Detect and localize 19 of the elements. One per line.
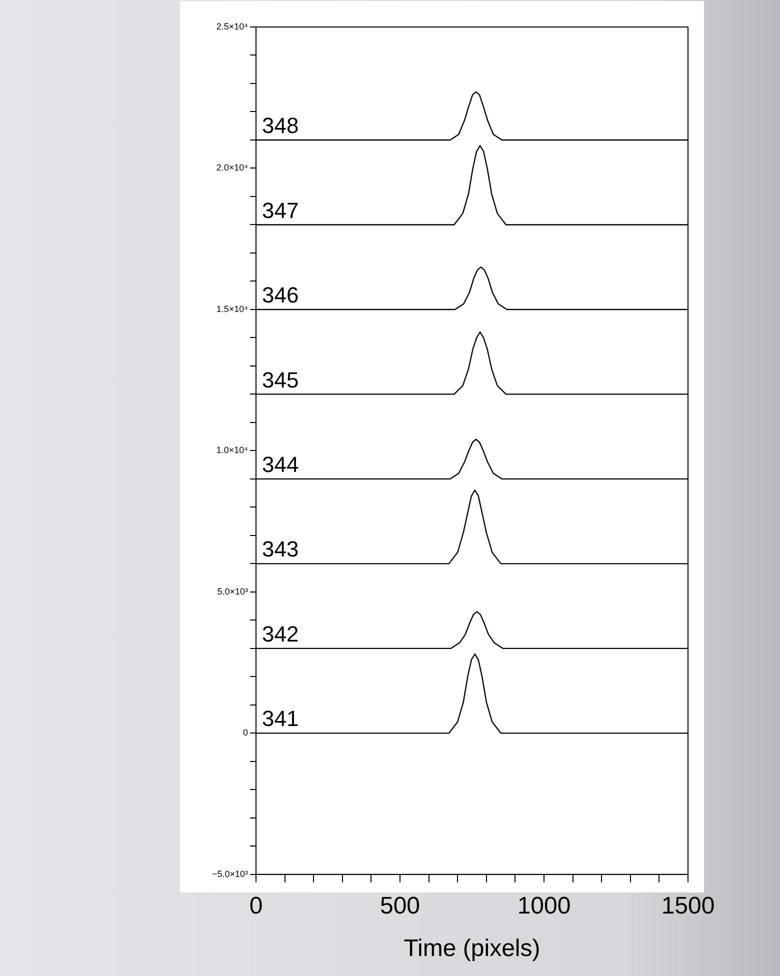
- y-tick-label: 2.5×10⁴: [216, 21, 248, 32]
- y-tick-label: 2.0×10⁴: [216, 162, 248, 173]
- series-label: 341: [262, 706, 299, 732]
- x-tick-label: 1000: [517, 892, 571, 920]
- series-label: 345: [262, 367, 299, 392]
- series-label: 348: [262, 113, 299, 138]
- series-label: 346: [262, 282, 299, 308]
- x-tick-label: 500: [380, 892, 420, 920]
- x-axis-title: Time (pixels): [404, 935, 540, 962]
- series-label: 343: [262, 536, 299, 562]
- y-tick-label: 1.5×10⁴: [216, 304, 248, 314]
- x-tick-label: 1500: [661, 892, 715, 920]
- y-tick-label: 1.0×10⁴: [216, 445, 248, 456]
- series-label: 347: [262, 198, 299, 223]
- y-tick-label: 5.0×10³: [217, 586, 248, 596]
- y-tick-label: −5.0×10³: [212, 868, 248, 879]
- series-label: 342: [262, 621, 299, 646]
- series-label: 344: [262, 452, 299, 478]
- y-tick-label: 0: [242, 728, 248, 738]
